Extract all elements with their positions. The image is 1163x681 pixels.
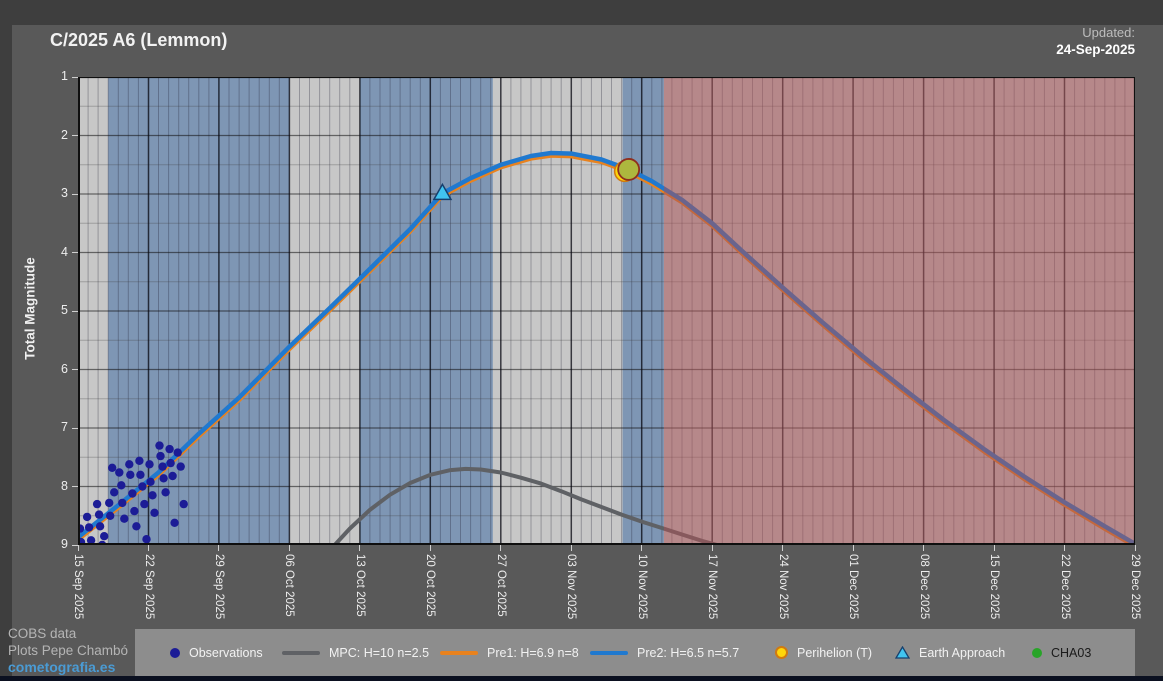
legend-item-mpc-h-10-n-2-5: MPC: H=10 n=2.5	[282, 629, 429, 676]
legend-marker-pre2-h-6-5-n-5-7-icon	[590, 650, 628, 655]
legend-item-observations: Observations	[170, 629, 263, 676]
updated-label: Updated:	[1082, 25, 1135, 40]
marker-earth-approach	[432, 182, 453, 201]
y-tickmark	[72, 252, 78, 253]
x-tick-label: 15 Dec 2025	[988, 554, 1001, 620]
x-tickmark	[711, 545, 713, 551]
band-red-overlay	[663, 77, 1135, 545]
x-tick-label: 15 Sep 2025	[72, 554, 84, 620]
x-tickmark	[852, 545, 854, 551]
x-tick-label: 08 Dec 2025	[917, 554, 930, 620]
y-tickmark	[72, 193, 78, 195]
legend-label-cha03: CHA03	[1051, 645, 1092, 660]
legend-label-mpc-h-10-n-2-5: MPC: H=10 n=2.5	[329, 645, 430, 660]
y-tick-label: 8	[61, 478, 68, 493]
x-tickmark	[641, 545, 643, 551]
chart-title: C/2025 A6 (Lemmon)	[50, 30, 228, 50]
y-tick-label: 3	[61, 186, 68, 200]
legend-bar: Observations MPC: H=10 n=2.5 Pre1: H=6.9 n…	[135, 629, 1135, 676]
x-tickmark	[77, 545, 79, 551]
x-tick-label: 10 Nov 2025	[635, 554, 648, 620]
legend-item-earth-approach: Earth Approach	[895, 629, 1005, 676]
x-tickmark	[500, 545, 502, 551]
x-tickmark	[993, 545, 995, 551]
legend-marker-mpc-h-10-n-2-5-icon	[282, 650, 320, 655]
x-tick-label: 06 Oct 2025	[283, 554, 296, 617]
y-tick-label: 4	[61, 244, 68, 259]
x-tick-label: 03 Nov 2025	[565, 554, 578, 620]
x-tick-label: 29 Dec 2025	[1129, 554, 1141, 620]
x-tick-label: 22 Sep 2025	[142, 554, 155, 620]
updated-date: 24-Sep-2025	[1056, 42, 1135, 57]
y-axis-title: Total Magnitude	[22, 257, 38, 360]
x-tickmark	[359, 545, 361, 551]
marker-perihelion-t	[613, 158, 641, 183]
x-tick-label: 27 Oct 2025	[494, 554, 507, 617]
x-tickmark	[1064, 545, 1065, 551]
legend-marker-perihelion-t-icon	[775, 646, 788, 659]
cometografia-link[interactable]: cometografia.es	[8, 659, 116, 675]
x-tick-label: 13 Oct 2025	[353, 554, 366, 617]
legend-item-pre2-h-6-5-n-5-7: Pre2: H=6.5 n=5.7	[590, 629, 739, 676]
y-tickmark	[72, 76, 78, 78]
x-tick-label: 01 Dec 2025	[847, 554, 860, 620]
legend-label-earth-approach: Earth Approach	[919, 645, 1006, 660]
y-tickmark	[72, 427, 78, 429]
x-tick-label: 29 Sep 2025	[212, 554, 225, 620]
legend-item-cha03: CHA03	[1032, 629, 1091, 676]
series-observations	[78, 441, 188, 545]
legend-marker-pre1-h-6-9-n-8-icon	[440, 650, 478, 655]
y-tickmark	[72, 544, 78, 546]
legend-marker-observations-icon	[170, 647, 180, 658]
y-tick-label: 5	[61, 303, 68, 317]
y-tick-label: 7	[61, 420, 68, 434]
y-tickmark	[72, 369, 78, 370]
x-tickmark	[923, 545, 925, 551]
series-mpc-h-10-n-2-5	[332, 466, 720, 545]
magnitude-chart	[78, 77, 1135, 545]
x-tickmark	[1134, 545, 1136, 551]
x-tickmark	[570, 545, 572, 551]
y-tick-label: 9	[61, 537, 68, 551]
legend-label-pre1-h-6-9-n-8: Pre1: H=6.9 n=8	[487, 645, 579, 660]
y-tick-label: 2	[61, 127, 68, 142]
credits-line1: COBS data	[8, 626, 77, 641]
credits-block: COBS data Plots Pepe Chambó cometografia…	[8, 626, 128, 676]
y-tick-label: 6	[61, 361, 68, 376]
y-tickmark	[72, 310, 78, 312]
credits-line2: Plots Pepe Chambó	[8, 642, 129, 658]
x-tick-label: 24 Nov 2025	[776, 554, 789, 620]
legend-marker-cha03-icon	[1032, 647, 1042, 658]
x-tickmark	[288, 545, 290, 551]
x-tickmark	[782, 545, 784, 551]
y-tickmark	[72, 486, 78, 487]
x-tickmark	[429, 545, 431, 551]
legend-item-perihelion-t: Perihelion (T)	[775, 629, 872, 676]
legend-label-observations: Observations	[189, 645, 263, 660]
legend-item-pre1-h-6-9-n-8: Pre1: H=6.9 n=8	[440, 629, 579, 676]
legend-label-pre2-h-6-5-n-5-7: Pre2: H=6.5 n=5.7	[637, 645, 740, 660]
x-tick-label: 22 Dec 2025	[1058, 554, 1071, 620]
legend-marker-earth-approach-icon	[895, 646, 910, 659]
legend-label-perihelion-t: Perihelion (T)	[797, 645, 873, 660]
x-tickmark	[148, 545, 149, 551]
bottom-border-strip	[0, 676, 1163, 681]
y-tickmark	[72, 135, 78, 136]
x-tick-label: 17 Nov 2025	[706, 554, 719, 620]
x-tickmark	[218, 545, 220, 551]
updated-block: Updated: 24-Sep-2025	[1056, 24, 1135, 58]
x-tick-label: 20 Oct 2025	[424, 554, 437, 617]
y-tick-label: 1	[61, 69, 68, 83]
